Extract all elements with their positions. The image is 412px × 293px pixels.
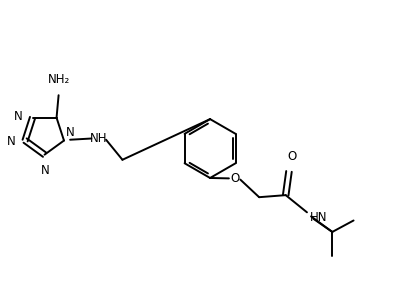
Text: N: N xyxy=(14,110,23,123)
Text: NH₂: NH₂ xyxy=(47,73,70,86)
Text: HN: HN xyxy=(310,211,328,224)
Text: N: N xyxy=(66,125,75,139)
Text: O: O xyxy=(288,150,297,163)
Text: O: O xyxy=(230,172,239,185)
Text: NH: NH xyxy=(90,132,108,145)
Text: N: N xyxy=(41,164,50,177)
Text: N: N xyxy=(7,135,16,148)
